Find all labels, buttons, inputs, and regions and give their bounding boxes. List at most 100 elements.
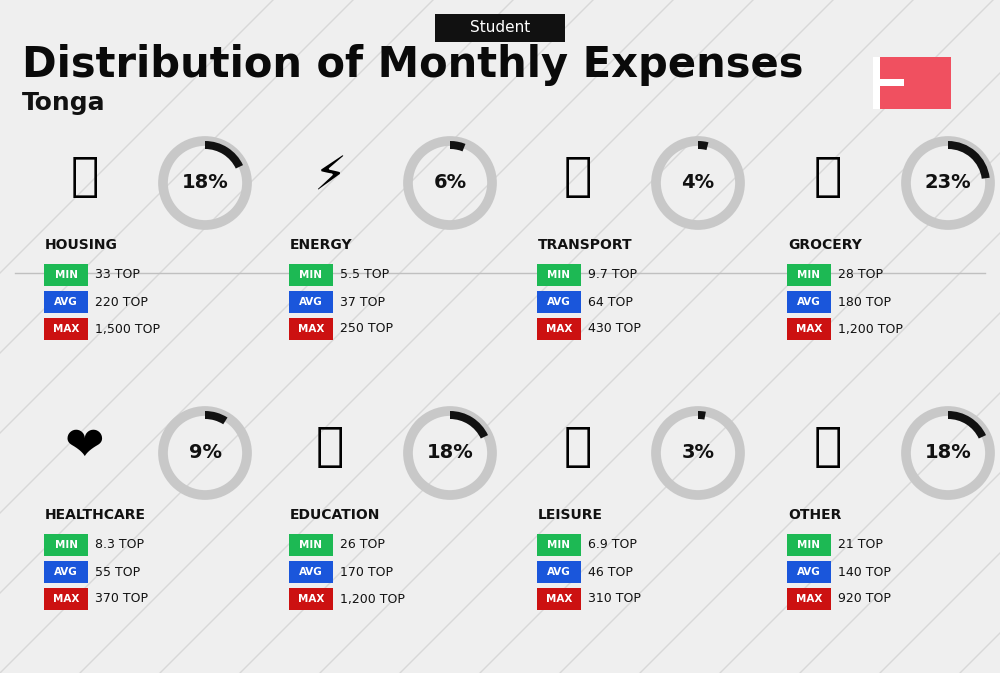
FancyBboxPatch shape — [289, 588, 333, 610]
Text: 46 TOP: 46 TOP — [588, 565, 633, 579]
FancyBboxPatch shape — [44, 561, 88, 583]
Text: MIN: MIN — [798, 270, 820, 280]
Wedge shape — [698, 141, 708, 150]
FancyBboxPatch shape — [537, 291, 581, 313]
Text: 3%: 3% — [682, 444, 714, 462]
Text: 1,200 TOP: 1,200 TOP — [838, 322, 903, 336]
Text: AVG: AVG — [54, 567, 78, 577]
FancyBboxPatch shape — [289, 291, 333, 313]
Text: 430 TOP: 430 TOP — [588, 322, 641, 336]
Wedge shape — [948, 141, 990, 179]
Text: 920 TOP: 920 TOP — [838, 592, 891, 606]
Text: 18%: 18% — [925, 444, 971, 462]
FancyBboxPatch shape — [537, 318, 581, 340]
Text: 9.7 TOP: 9.7 TOP — [588, 269, 637, 281]
Text: 🛍️: 🛍️ — [564, 425, 592, 470]
Text: 220 TOP: 220 TOP — [95, 295, 148, 308]
FancyBboxPatch shape — [787, 534, 831, 556]
Text: 140 TOP: 140 TOP — [838, 565, 891, 579]
Text: AVG: AVG — [547, 297, 571, 307]
Text: AVG: AVG — [299, 297, 323, 307]
Text: 170 TOP: 170 TOP — [340, 565, 393, 579]
FancyBboxPatch shape — [537, 588, 581, 610]
Text: MIN: MIN — [54, 540, 78, 550]
Text: AVG: AVG — [547, 567, 571, 577]
FancyBboxPatch shape — [289, 561, 333, 583]
Text: AVG: AVG — [797, 297, 821, 307]
Wedge shape — [205, 141, 243, 168]
Wedge shape — [450, 141, 465, 151]
FancyBboxPatch shape — [537, 264, 581, 286]
Text: MIN: MIN — [54, 270, 78, 280]
Text: 8.3 TOP: 8.3 TOP — [95, 538, 144, 551]
Text: ⚡: ⚡ — [313, 155, 347, 201]
Text: OTHER: OTHER — [788, 508, 841, 522]
FancyBboxPatch shape — [873, 79, 904, 86]
Text: MIN: MIN — [300, 540, 322, 550]
FancyBboxPatch shape — [537, 561, 581, 583]
Text: 🎓: 🎓 — [316, 425, 344, 470]
Text: MAX: MAX — [796, 324, 822, 334]
Text: 18%: 18% — [427, 444, 473, 462]
Text: 33 TOP: 33 TOP — [95, 269, 140, 281]
Text: MAX: MAX — [546, 324, 572, 334]
FancyBboxPatch shape — [44, 534, 88, 556]
Text: 28 TOP: 28 TOP — [838, 269, 883, 281]
Wedge shape — [948, 411, 986, 439]
Text: 1,500 TOP: 1,500 TOP — [95, 322, 160, 336]
FancyBboxPatch shape — [787, 318, 831, 340]
FancyBboxPatch shape — [289, 264, 333, 286]
Text: 64 TOP: 64 TOP — [588, 295, 633, 308]
Text: 21 TOP: 21 TOP — [838, 538, 883, 551]
Text: 🛒: 🛒 — [814, 155, 842, 201]
Text: 250 TOP: 250 TOP — [340, 322, 393, 336]
FancyBboxPatch shape — [873, 57, 880, 109]
Text: AVG: AVG — [54, 297, 78, 307]
FancyBboxPatch shape — [787, 588, 831, 610]
Text: 6%: 6% — [433, 174, 467, 192]
FancyBboxPatch shape — [787, 561, 831, 583]
Text: MIN: MIN — [548, 540, 570, 550]
Text: 310 TOP: 310 TOP — [588, 592, 641, 606]
Wedge shape — [698, 411, 706, 419]
Text: 6.9 TOP: 6.9 TOP — [588, 538, 637, 551]
FancyBboxPatch shape — [44, 264, 88, 286]
Text: 23%: 23% — [925, 174, 971, 192]
Text: Tonga: Tonga — [22, 91, 106, 115]
Text: MAX: MAX — [546, 594, 572, 604]
FancyBboxPatch shape — [787, 264, 831, 286]
Text: ENERGY: ENERGY — [290, 238, 353, 252]
Text: 👜: 👜 — [814, 425, 842, 470]
Text: 26 TOP: 26 TOP — [340, 538, 385, 551]
FancyBboxPatch shape — [435, 14, 565, 42]
Text: MAX: MAX — [298, 594, 324, 604]
Text: 🚌: 🚌 — [564, 155, 592, 201]
Text: AVG: AVG — [299, 567, 323, 577]
FancyBboxPatch shape — [537, 534, 581, 556]
Text: TRANSPORT: TRANSPORT — [538, 238, 633, 252]
Text: MAX: MAX — [298, 324, 324, 334]
Text: MAX: MAX — [53, 594, 79, 604]
Text: GROCERY: GROCERY — [788, 238, 862, 252]
FancyBboxPatch shape — [787, 291, 831, 313]
FancyBboxPatch shape — [44, 318, 88, 340]
Wedge shape — [205, 411, 228, 424]
Text: LEISURE: LEISURE — [538, 508, 603, 522]
Text: 4%: 4% — [681, 174, 715, 192]
Text: AVG: AVG — [797, 567, 821, 577]
Text: MIN: MIN — [548, 270, 570, 280]
Text: 🏢: 🏢 — [71, 155, 99, 201]
FancyBboxPatch shape — [44, 588, 88, 610]
Text: HOUSING: HOUSING — [45, 238, 118, 252]
Text: MAX: MAX — [53, 324, 79, 334]
Text: HEALTHCARE: HEALTHCARE — [45, 508, 146, 522]
Text: Distribution of Monthly Expenses: Distribution of Monthly Expenses — [22, 44, 804, 86]
Text: 55 TOP: 55 TOP — [95, 565, 140, 579]
Text: EDUCATION: EDUCATION — [290, 508, 380, 522]
Text: MAX: MAX — [796, 594, 822, 604]
FancyBboxPatch shape — [289, 318, 333, 340]
Text: Student: Student — [470, 20, 530, 34]
Text: 37 TOP: 37 TOP — [340, 295, 385, 308]
Text: 180 TOP: 180 TOP — [838, 295, 891, 308]
Text: MIN: MIN — [798, 540, 820, 550]
